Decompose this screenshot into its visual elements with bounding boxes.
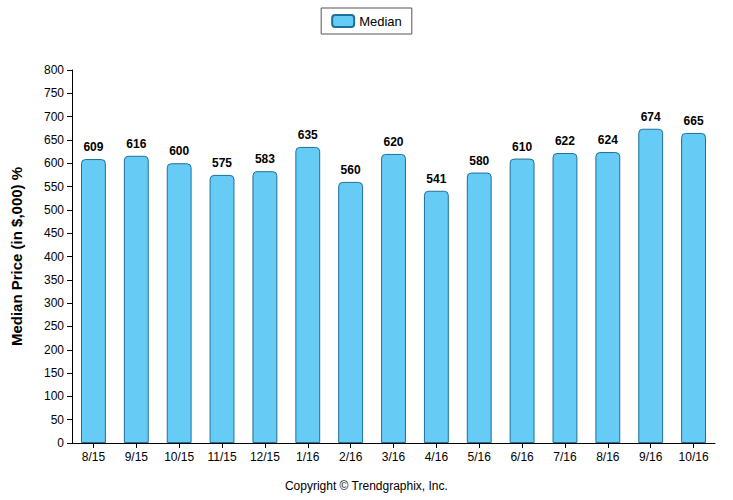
svg-text:616: 616 [126,137,146,151]
svg-text:6/16: 6/16 [510,450,534,464]
svg-text:500: 500 [44,203,64,217]
svg-text:575: 575 [212,156,232,170]
svg-text:3/16: 3/16 [382,450,406,464]
svg-text:624: 624 [598,133,618,147]
svg-text:560: 560 [341,163,361,177]
svg-text:674: 674 [641,110,661,124]
svg-text:50: 50 [51,413,65,427]
svg-text:800: 800 [44,63,64,77]
svg-text:610: 610 [512,140,532,154]
svg-text:583: 583 [255,152,275,166]
svg-text:541: 541 [426,172,446,186]
svg-text:Median: Median [359,14,402,29]
svg-text:635: 635 [298,128,318,142]
svg-text:665: 665 [684,114,704,128]
svg-text:550: 550 [44,180,64,194]
svg-text:8/16: 8/16 [596,450,620,464]
svg-text:650: 650 [44,133,64,147]
svg-text:4/16: 4/16 [425,450,449,464]
svg-text:622: 622 [555,134,575,148]
svg-text:12/15: 12/15 [250,450,280,464]
svg-text:Copyright © Trendgraphix, Inc.: Copyright © Trendgraphix, Inc. [285,479,448,493]
svg-text:5/16: 5/16 [468,450,492,464]
svg-text:10/15: 10/15 [164,450,194,464]
svg-text:7/16: 7/16 [553,450,577,464]
svg-text:250: 250 [44,319,64,333]
svg-text:300: 300 [44,296,64,310]
svg-text:580: 580 [469,154,489,168]
svg-text:150: 150 [44,366,64,380]
svg-text:350: 350 [44,273,64,287]
svg-text:11/15: 11/15 [207,450,236,464]
svg-text:600: 600 [169,144,189,158]
svg-text:8/15: 8/15 [82,450,106,464]
svg-text:1/16: 1/16 [296,450,320,464]
svg-text:10/16: 10/16 [679,450,709,464]
svg-text:400: 400 [44,250,64,264]
svg-text:700: 700 [44,110,64,124]
svg-text:609: 609 [83,140,103,154]
svg-text:2/16: 2/16 [339,450,363,464]
svg-text:100: 100 [44,389,64,403]
svg-text:620: 620 [383,135,403,149]
svg-text:9/16: 9/16 [639,450,663,464]
svg-text:0: 0 [57,436,64,450]
svg-text:Median Price (in $,000) %: Median Price (in $,000) % [8,167,25,346]
svg-text:600: 600 [44,156,64,170]
svg-text:200: 200 [44,343,64,357]
svg-text:450: 450 [44,226,64,240]
svg-text:9/15: 9/15 [125,450,149,464]
svg-text:750: 750 [44,86,64,100]
